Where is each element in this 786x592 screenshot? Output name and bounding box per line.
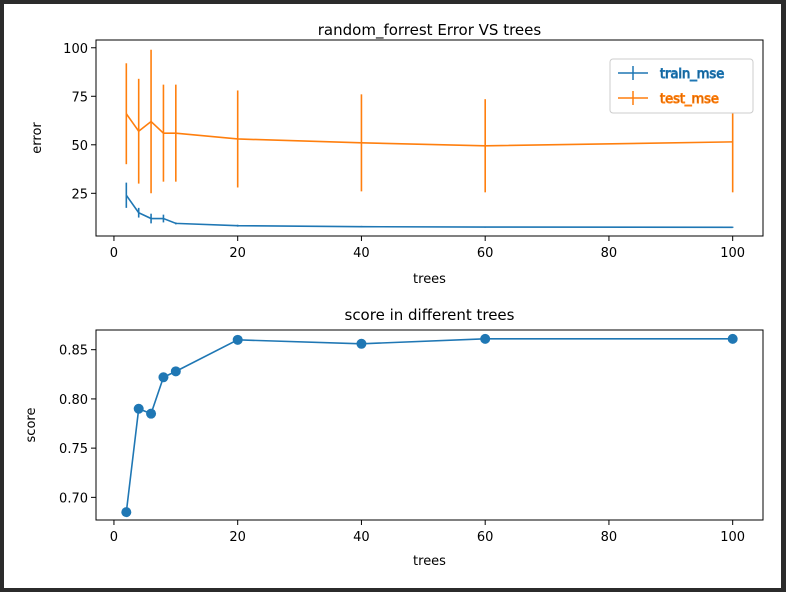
x-tick-label: 40 <box>353 530 370 545</box>
x-tick-label: 80 <box>601 246 618 261</box>
score-chart-title: score in different trees <box>345 306 515 324</box>
x-tick-label: 20 <box>229 246 246 261</box>
chart-svg: random_forrest Error VS trees trees erro… <box>24 21 764 569</box>
score-point <box>232 334 243 345</box>
error-chart-axes-frame <box>95 39 764 237</box>
score-point <box>356 338 367 349</box>
x-tick-label: 0 <box>110 530 118 545</box>
series-line-1 <box>125 113 733 147</box>
score-point <box>133 403 144 414</box>
error-chart-xlabel: trees <box>413 272 446 287</box>
error-chart-ylabel: error <box>30 122 45 154</box>
score-point <box>158 372 169 383</box>
score-chart-ylabel: score <box>24 408 39 443</box>
score-chart-series <box>121 333 738 518</box>
error-chart-title: random_forrest Error VS trees <box>318 21 542 40</box>
y-tick-label: 0.85 <box>59 344 88 359</box>
y-tick-label: 100 <box>63 42 88 57</box>
score-point <box>146 408 157 419</box>
y-tick-label: 0.70 <box>59 491 88 506</box>
x-tick-label: 80 <box>601 530 618 545</box>
y-tick-label: 75 <box>71 90 88 105</box>
score-chart-xlabel: trees <box>413 554 446 569</box>
error-chart-legend: train_mse test_mse <box>609 58 754 114</box>
score-chart: score in different trees trees score 0 20… <box>24 306 764 569</box>
score-point <box>170 366 181 377</box>
y-tick-label: 0.75 <box>59 442 88 457</box>
legend-train-label: train_mse <box>660 67 724 82</box>
y-tick-label: 50 <box>71 139 88 154</box>
x-tick-label: 0 <box>110 246 118 261</box>
score-chart-axes-frame <box>95 329 764 521</box>
y-tick-label: 0.80 <box>59 393 88 408</box>
score-line <box>125 338 733 513</box>
error-chart-ticks: 0 20 40 60 80 100 25 50 75 100 <box>63 42 745 261</box>
score-point <box>121 507 132 518</box>
series-line-0 <box>125 194 733 229</box>
score-chart-ticks: 0 20 40 60 80 100 0.70 0.75 0.80 0.85 <box>59 344 745 545</box>
figure: random_forrest Error VS trees trees erro… <box>4 4 781 588</box>
x-tick-label: 60 <box>477 530 494 545</box>
y-tick-label: 25 <box>71 187 88 202</box>
score-point <box>727 333 738 344</box>
x-tick-label: 100 <box>720 530 745 545</box>
error-chart-series <box>125 49 734 229</box>
x-tick-label: 60 <box>477 246 494 261</box>
error-chart: random_forrest Error VS trees trees erro… <box>30 21 764 287</box>
score-point <box>480 333 491 344</box>
x-tick-label: 40 <box>353 246 370 261</box>
x-tick-label: 20 <box>229 530 246 545</box>
legend-test-label: test_mse <box>660 92 719 107</box>
x-tick-label: 100 <box>720 246 745 261</box>
